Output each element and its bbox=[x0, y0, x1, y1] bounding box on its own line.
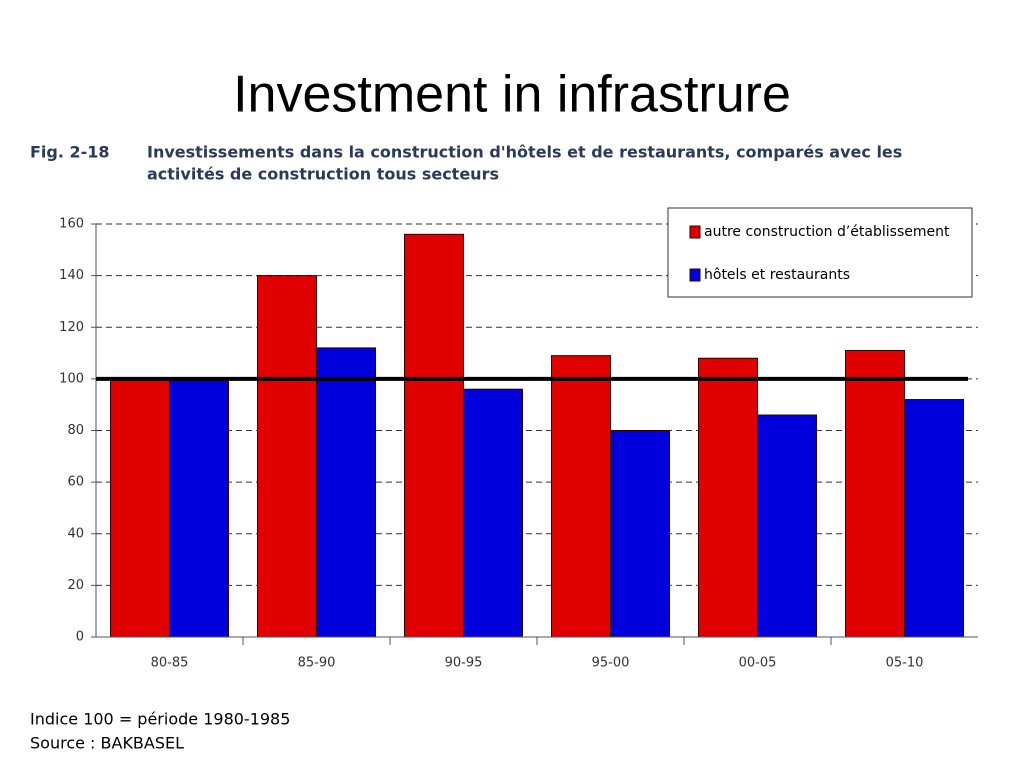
x-tick-label: 00-05 bbox=[739, 656, 777, 671]
bar bbox=[110, 378, 170, 638]
y-tick-label: 120 bbox=[59, 320, 84, 335]
bar bbox=[316, 347, 376, 638]
legend-label: hôtels et restaurants bbox=[704, 267, 850, 283]
bar bbox=[845, 349, 905, 638]
x-tick-label: 90-95 bbox=[445, 656, 483, 671]
chart-title: activités de construction tous secteurs bbox=[147, 165, 499, 184]
x-tick-label: 85-90 bbox=[298, 656, 336, 671]
note: Source : BAKBASEL bbox=[30, 734, 184, 753]
bar bbox=[463, 388, 523, 638]
y-tick-label: 0 bbox=[76, 630, 84, 645]
bar bbox=[904, 399, 964, 638]
bar bbox=[257, 275, 317, 638]
y-tick-label: 160 bbox=[59, 217, 84, 232]
legend-swatch bbox=[689, 225, 701, 239]
legend-label: autre construction d’établissement bbox=[704, 224, 950, 240]
x-tick-label: 95-00 bbox=[592, 656, 630, 671]
slide-title: Investment in infrastrure bbox=[233, 66, 791, 124]
legend-box bbox=[667, 207, 973, 298]
x-tick-label: 05-10 bbox=[886, 656, 924, 671]
bar bbox=[610, 430, 670, 638]
y-tick-label: 140 bbox=[59, 268, 84, 283]
y-tick-label: 80 bbox=[67, 423, 84, 438]
bar bbox=[757, 414, 817, 638]
chart-title: Investissements dans la construction d'h… bbox=[147, 143, 902, 162]
bar bbox=[551, 355, 611, 638]
x-tick-label: 80-85 bbox=[151, 656, 189, 671]
bar bbox=[169, 378, 229, 638]
bar bbox=[404, 233, 464, 638]
note: Indice 100 = période 1980-1985 bbox=[30, 710, 290, 729]
legend-swatch bbox=[689, 268, 701, 282]
figure-label: Fig. 2-18 bbox=[30, 143, 110, 162]
y-tick-label: 60 bbox=[67, 475, 84, 490]
bar bbox=[698, 357, 758, 638]
y-tick-label: 40 bbox=[67, 526, 84, 541]
y-tick-label: 20 bbox=[67, 578, 84, 593]
y-tick-label: 100 bbox=[59, 371, 84, 386]
